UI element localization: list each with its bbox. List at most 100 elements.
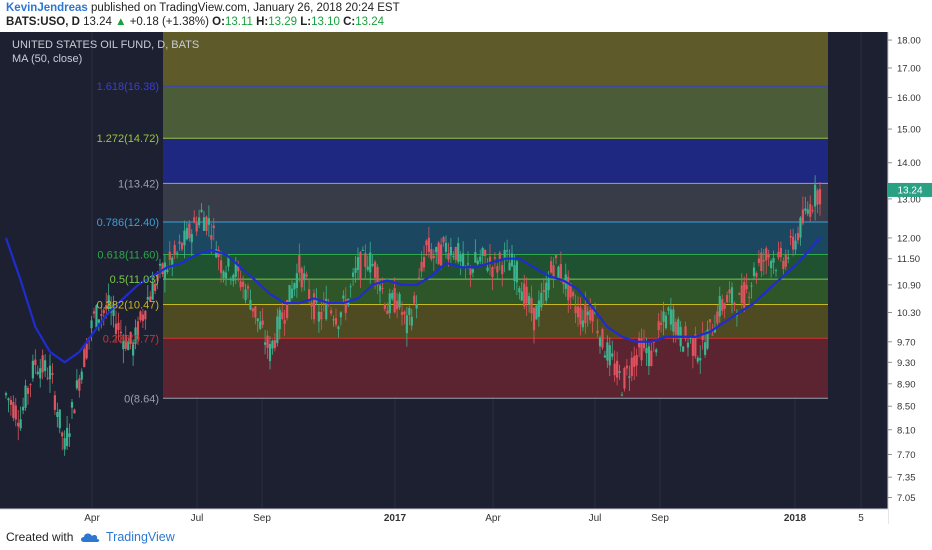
candle xyxy=(195,216,198,236)
candle xyxy=(239,270,242,291)
candle xyxy=(403,310,406,325)
candle xyxy=(598,335,602,354)
candle xyxy=(537,290,540,327)
candle xyxy=(7,397,10,413)
candle xyxy=(772,250,775,274)
candle xyxy=(718,286,721,323)
candle xyxy=(567,270,570,313)
candle xyxy=(682,345,685,353)
low-label: L: xyxy=(300,16,312,28)
tradingview-logo[interactable]: TradingView xyxy=(80,528,175,546)
candle xyxy=(207,205,210,237)
candle xyxy=(430,243,433,262)
candle xyxy=(488,243,492,276)
candle xyxy=(381,277,384,294)
candle xyxy=(794,233,797,255)
y-axis-ticks: 18.00 17.00 16.00 15.00 14.00 13.00 12.00 11.50… xyxy=(888,36,921,504)
candle xyxy=(44,354,47,378)
candle xyxy=(330,307,333,316)
price-scale-background[interactable] xyxy=(888,32,932,524)
author-link[interactable]: KevinJendreas xyxy=(6,2,88,14)
fib-band xyxy=(163,32,828,87)
candle xyxy=(31,354,34,382)
candle xyxy=(806,201,809,217)
candle xyxy=(46,367,49,381)
candle xyxy=(557,265,560,280)
footer: Created with TradingView xyxy=(0,524,932,550)
candle xyxy=(178,234,181,251)
candle xyxy=(376,264,379,295)
candle xyxy=(41,349,44,380)
publish-header: KevinJendreas published on TradingView.c… xyxy=(0,0,932,32)
candle xyxy=(657,313,660,341)
candle xyxy=(728,281,731,303)
close-value: 13.24 xyxy=(355,16,384,28)
candle xyxy=(222,269,225,283)
candle xyxy=(198,209,201,229)
candle xyxy=(288,284,291,305)
candle xyxy=(789,229,792,246)
candle xyxy=(132,339,135,366)
candle xyxy=(701,321,704,350)
candle xyxy=(540,282,543,311)
candle xyxy=(630,351,633,382)
y-tick-label: 18.00 xyxy=(897,36,921,47)
candle xyxy=(616,351,619,386)
candle xyxy=(667,305,670,315)
candle xyxy=(173,240,176,259)
fib-band xyxy=(163,279,828,305)
candle xyxy=(440,238,443,270)
candle xyxy=(36,365,39,376)
candle xyxy=(745,273,748,294)
fib-label: 0.618(11.60) xyxy=(97,249,159,261)
price-chart[interactable]: 0(8.64) 0.236(9.77) 0.382(10.47) 0.5(11.03)… xyxy=(0,32,932,524)
x-tick-label: 5 xyxy=(858,513,864,524)
candle xyxy=(398,291,401,310)
candle xyxy=(212,217,215,241)
candle xyxy=(168,241,171,270)
candle xyxy=(4,391,8,399)
candle xyxy=(354,255,357,283)
candle xyxy=(100,306,103,329)
candle xyxy=(305,271,308,279)
symbol-label: BATS:USO, D xyxy=(6,16,80,28)
candle xyxy=(210,223,213,254)
candle xyxy=(442,235,445,247)
candle xyxy=(694,326,697,359)
candle xyxy=(220,251,223,283)
candle xyxy=(581,309,584,332)
candle xyxy=(183,220,186,259)
candle xyxy=(283,309,286,336)
candle xyxy=(337,325,340,338)
ohlc-line: BATS:USO, D 13.24 ▲ +0.18 (+1.38%) O:13.… xyxy=(6,16,384,28)
candle xyxy=(202,211,206,231)
candle xyxy=(244,283,247,304)
fib-band xyxy=(163,138,828,184)
candle xyxy=(796,226,800,245)
y-tick-label: 7.70 xyxy=(897,450,916,461)
x-tick-label: 2018 xyxy=(784,513,807,524)
candle xyxy=(83,347,86,368)
candle xyxy=(801,196,804,226)
candle xyxy=(185,222,188,241)
candle xyxy=(530,285,533,322)
candle xyxy=(146,284,149,302)
time-scale-background[interactable] xyxy=(0,509,888,524)
candle xyxy=(640,328,643,367)
candle xyxy=(276,308,279,347)
candle xyxy=(491,265,494,291)
y-tick-label: 10.90 xyxy=(897,280,921,291)
candle xyxy=(78,374,81,398)
candle xyxy=(518,285,521,300)
candle xyxy=(102,308,105,326)
candle xyxy=(574,294,577,324)
fib-label: 1.618(16.38) xyxy=(97,81,159,93)
candle xyxy=(234,256,237,284)
candle xyxy=(721,294,724,315)
candle xyxy=(163,254,166,293)
candle xyxy=(124,325,127,352)
candle xyxy=(205,215,208,236)
candle xyxy=(515,258,518,296)
candle xyxy=(765,246,768,275)
candle xyxy=(39,358,42,388)
